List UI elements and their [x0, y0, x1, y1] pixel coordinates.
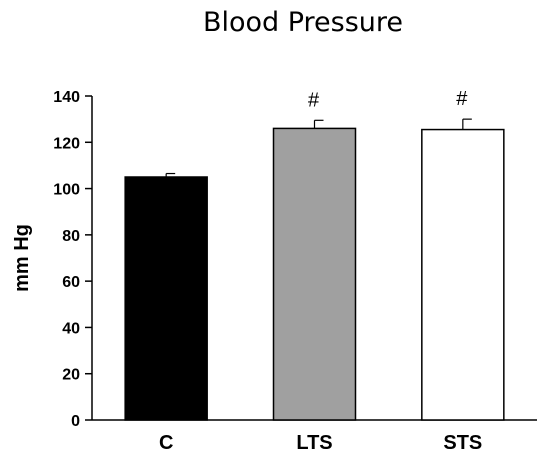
- plot-area: 0 20 40 60 80 100 120 140 C LTS # STS #: [53, 88, 537, 454]
- y-tick-label: 120: [53, 135, 80, 152]
- y-tick-label: 0: [71, 413, 80, 430]
- y-axis-label: mm Hg: [11, 224, 33, 292]
- x-tick-label: STS: [443, 432, 482, 454]
- y-tick-label: 100: [53, 182, 80, 199]
- bar-sts: [421, 128, 505, 421]
- bar-c: [124, 176, 208, 421]
- chart-title: Blood Pressure: [203, 7, 403, 38]
- y-tick-label: 60: [62, 274, 80, 291]
- significance-annotation: #: [456, 88, 468, 110]
- bar-lts: [272, 127, 357, 421]
- significance-annotation: #: [308, 89, 320, 111]
- y-tick-label: 140: [53, 89, 80, 106]
- y-tick-label: 40: [62, 320, 80, 337]
- x-tick-label: C: [159, 432, 173, 454]
- y-tick-label: 20: [62, 367, 80, 384]
- y-tick-label: 80: [62, 228, 80, 245]
- x-tick-label: LTS: [296, 432, 332, 454]
